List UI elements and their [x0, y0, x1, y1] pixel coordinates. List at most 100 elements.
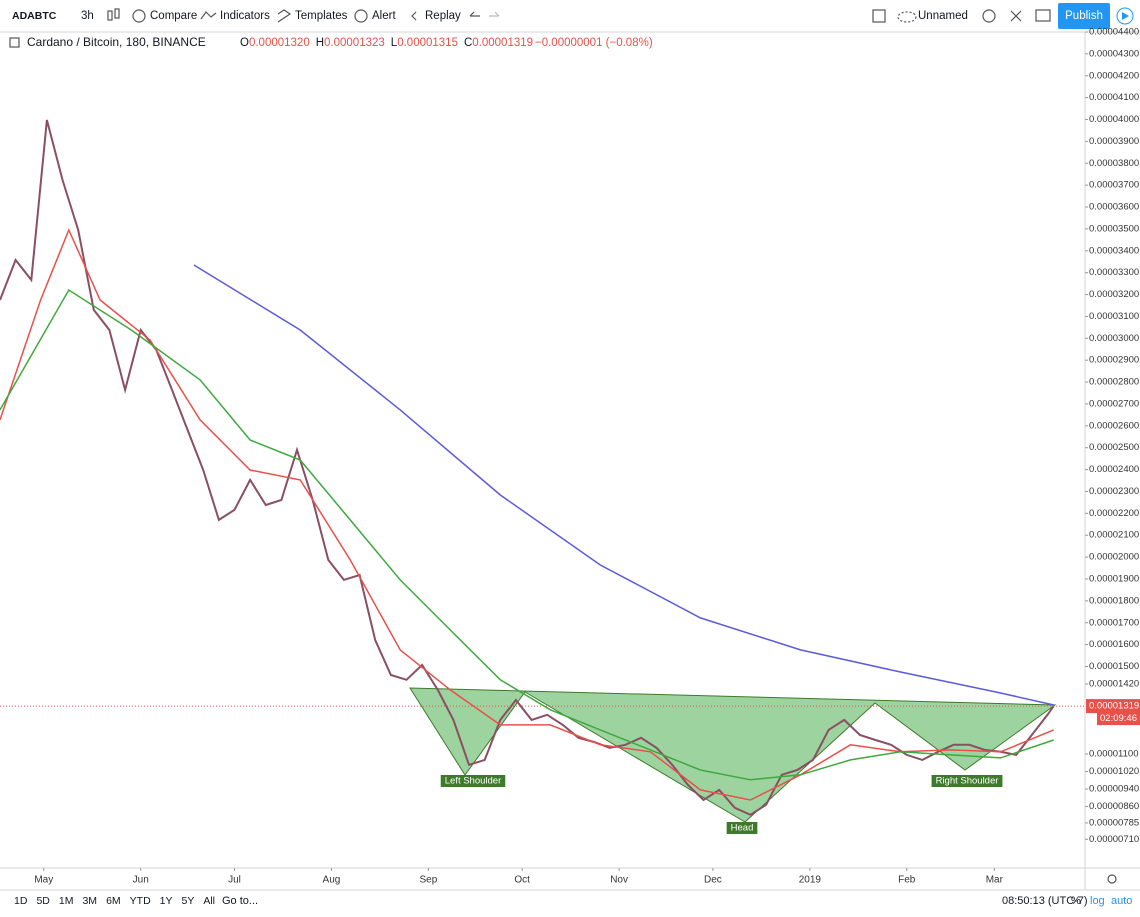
ohlc-value: 0.00001315 — [397, 37, 458, 49]
symbol[interactable]: ADABTC — [12, 10, 57, 22]
ohlc-key: C — [464, 37, 472, 49]
publish[interactable]: Publish — [1065, 10, 1103, 22]
y-tick-label: 0.00001800 — [1089, 595, 1139, 606]
checkbox[interactable] — [872, 9, 886, 23]
series-line — [0, 228, 1054, 801]
alert-icon[interactable] — [354, 9, 368, 23]
pattern-label-text: Left Shoulder — [445, 776, 502, 787]
y-tick-label: 0.00003700 — [1089, 180, 1139, 191]
series-line — [193, 264, 1054, 706]
interval[interactable]: 3h — [81, 10, 94, 22]
y-tick-label: 0.00001020 — [1089, 766, 1139, 777]
layout-name[interactable]: Unnamed — [918, 10, 968, 22]
ohlc-value: 0.00001319 — [472, 37, 533, 49]
y-tick-label: 0.00002100 — [1089, 530, 1139, 541]
ohlc-key: H — [316, 37, 324, 49]
y-tick-label: 0.00004200 — [1089, 70, 1139, 81]
y-tick-label: 0.00002500 — [1089, 442, 1139, 453]
pattern-label: Head — [726, 822, 758, 834]
x-tick-label: Dec — [704, 875, 722, 886]
x-tick-label: Jul — [228, 875, 241, 886]
range-button[interactable]: 5Y — [182, 895, 195, 907]
countdown: 02:09:46 — [1100, 713, 1137, 724]
y-tick-label: 0.00003300 — [1089, 267, 1139, 278]
y-tick-label: 0.00001600 — [1089, 639, 1139, 650]
y-tick-label: 0.00003000 — [1089, 333, 1139, 344]
auto[interactable]: auto — [1111, 895, 1132, 907]
templates[interactable]: Templates — [295, 10, 348, 22]
y-tick-label: 0.00003100 — [1089, 311, 1139, 322]
bottom-bar: 08:50:13 (UTC-7) % log auto Go to... 1D 5… — [14, 874, 1132, 907]
x-tick-label: Aug — [323, 875, 341, 886]
x-tick-label: Nov — [610, 875, 628, 886]
play-button[interactable] — [1116, 7, 1134, 25]
ohlc-key: O — [240, 37, 249, 49]
range-button[interactable]: 6M — [106, 895, 121, 907]
plot — [0, 119, 1085, 816]
replay[interactable]: Replay — [425, 10, 461, 22]
y-tick-label: 0.00000785 — [1089, 817, 1139, 828]
fullscreen[interactable] — [1010, 10, 1022, 22]
y-tick-label: 0.00003500 — [1089, 223, 1139, 234]
y-tick-label: 0.00002700 — [1089, 398, 1139, 409]
candle-icon[interactable] — [107, 8, 120, 21]
x-tick-label: Oct — [514, 875, 530, 886]
undo[interactable] — [469, 11, 480, 17]
range-button[interactable]: 1M — [59, 895, 74, 907]
redo[interactable] — [489, 11, 500, 17]
pattern-label-box — [440, 775, 506, 787]
cloud-icon — [897, 11, 917, 23]
range-button[interactable]: All — [203, 895, 215, 907]
x-tick-label: 2019 — [799, 875, 822, 886]
replay-icon[interactable] — [411, 11, 417, 21]
pattern-label-text: Right Shoulder — [936, 776, 999, 787]
y-tick-label: 0.00003200 — [1089, 289, 1139, 300]
y-tick-label: 0.00001700 — [1089, 617, 1139, 628]
y-tick-label: 0.00003800 — [1089, 158, 1139, 169]
y-tick-label: 0.00003900 — [1089, 136, 1139, 147]
goto[interactable]: Go to... — [222, 895, 258, 907]
top-toolbar: ADABTC 3h Compare Indicators Templates A… — [0, 3, 1140, 33]
ohlc: O 0.00001320 H 0.00001323 L 0.00001315 C 0.0000… — [240, 37, 533, 49]
range-button[interactable]: 1Y — [160, 895, 173, 907]
pattern-label-text: Head — [731, 823, 754, 834]
range-button[interactable]: 1D — [14, 895, 28, 907]
play-icon — [1122, 12, 1129, 20]
countdown-box — [1097, 712, 1140, 726]
y-tick-label: 0.00003600 — [1089, 202, 1139, 213]
log[interactable]: log — [1090, 895, 1105, 907]
legend-icon[interactable] — [9, 37, 20, 48]
x-tick-label: Jun — [133, 875, 149, 886]
clock: 08:50:13 (UTC-7) — [1002, 895, 1088, 907]
legend: Cardano / Bitcoin, 180, BINANCE O 0.00001… — [9, 35, 653, 49]
range-button[interactable]: 3M — [82, 895, 97, 907]
range-button[interactable]: 5D — [36, 895, 50, 907]
ohlc-key: L — [391, 37, 398, 49]
indicators[interactable]: Indicators — [220, 10, 270, 22]
y-tick-label: 0.00004000 — [1089, 114, 1139, 125]
change: −0.00000001 (−0.08%) — [535, 37, 653, 49]
indicators-icon[interactable] — [200, 11, 217, 20]
price-tag-label: 0.00001319 — [1089, 701, 1139, 712]
pattern-label-box — [931, 775, 1003, 787]
y-tick-label: 0.00001420 — [1089, 679, 1139, 690]
range-button[interactable]: YTD — [130, 895, 151, 907]
y-tick-label: 0.00002000 — [1089, 552, 1139, 563]
alert[interactable]: Alert — [372, 10, 396, 22]
y-tick-label: 0.00002800 — [1089, 377, 1139, 388]
settings[interactable] — [982, 9, 996, 23]
compare[interactable]: Compare — [150, 10, 197, 22]
compare-icon[interactable] — [132, 9, 146, 23]
templates-icon[interactable] — [277, 9, 292, 23]
y-tick-label: 0.00002600 — [1089, 420, 1139, 431]
y-tick-label: 0.00002400 — [1089, 464, 1139, 475]
series-line — [0, 119, 1055, 816]
y-tick-label: 0.00002900 — [1089, 355, 1139, 366]
percent[interactable]: % — [1071, 895, 1081, 907]
axis-settings[interactable] — [1107, 874, 1117, 884]
ohlc-value: 0.00001320 — [249, 37, 310, 49]
series-line — [0, 288, 1054, 781]
snapshot[interactable] — [1035, 9, 1051, 22]
publish-button[interactable] — [1058, 3, 1110, 29]
